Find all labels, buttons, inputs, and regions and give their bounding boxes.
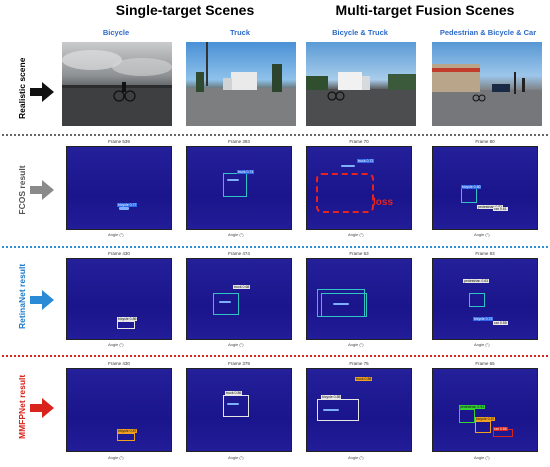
plot-mmfpnet-pedestrian-bicycle-car: Frame 65 pedestrian 0.93 bicycle 0.87 ca…: [432, 361, 538, 452]
detection-tag: truck 0.68: [233, 285, 251, 289]
radar-blip: [333, 303, 349, 305]
plot-retinanet-bicycle-truck: Frame 63: [306, 251, 412, 340]
detection-tag: bicycle 0.72: [473, 317, 494, 321]
x-axis-label-fcos-1: Angle (°): [108, 232, 124, 237]
x-axis-label-retinanet-3: Angle (°): [348, 342, 364, 347]
plot-mmfpnet-bicycle-truck: Frame 75 bicycle 0.85 truck 0.88: [306, 361, 412, 452]
row-label-retinanet: RetinaNet result: [17, 263, 27, 329]
plot-retinanet-truck: Frame 474 truck 0.68: [186, 251, 292, 340]
frame-title: Frame 80: [475, 139, 495, 144]
plot-retinanet-pedestrian-bicycle-car: Frame 83 bicycle 0.72 pedestrian 0.63 ca…: [432, 251, 538, 340]
detection-box: [117, 321, 135, 329]
radar-blip: [119, 207, 129, 210]
column-label-bicycle-truck: Bicycle & Truck: [332, 28, 388, 37]
row-label-fcos: FCOS result: [17, 165, 27, 215]
loss-region: [316, 173, 374, 213]
detection-box: [459, 409, 475, 423]
detection-box: [317, 399, 359, 421]
separator-retinanet: [2, 246, 548, 248]
frame-title: Frame 430: [108, 251, 130, 256]
detection-box: [117, 433, 135, 441]
x-axis-label-retinanet-4: Angle (°): [474, 342, 490, 347]
frame-title: Frame 70: [349, 139, 369, 144]
plot-retinanet-bicycle: Frame 430 bicycle 0.86: [66, 251, 172, 340]
detection-tag: bicycle 0.85: [321, 395, 342, 399]
plot-fcos-bicycle-truck: Frame 70 truck 0.72 loss: [306, 139, 412, 230]
separator-mmfpnet: [2, 355, 548, 357]
frame-title: Frame 379: [228, 361, 250, 366]
photo-bicycle-truck-scene: [306, 42, 416, 126]
x-axis-label-fcos-3: Angle (°): [348, 232, 364, 237]
column-label-bicycle: Bicycle: [102, 28, 130, 37]
photo-bicycle-scene: [62, 42, 172, 126]
radar-blip: [219, 301, 231, 303]
detection-tag: car 0.55: [493, 321, 508, 325]
x-axis-label-fcos-4: Angle (°): [474, 232, 490, 237]
detection-box: [213, 293, 239, 315]
row-label-realistic: Realistic scene: [17, 57, 27, 119]
detection-tag: truck 0.86: [225, 391, 243, 395]
arrow-fcos: [30, 180, 56, 205]
detection-tag: truck 0.72: [357, 159, 375, 163]
detection-box: [475, 421, 491, 433]
detection-tag: bicycle 0.87: [475, 417, 496, 421]
detection-tag: bicycle 0.60: [461, 185, 482, 189]
detection-tag: bicycle 0.87: [117, 429, 138, 433]
frame-title: Frame 474: [228, 251, 250, 256]
row-label-mmfpnet: MMFPNet result: [17, 374, 27, 439]
frame-title: Frame 430: [108, 361, 130, 366]
arrow-mmfpnet: [30, 398, 56, 423]
frame-title: Frame 393: [228, 139, 250, 144]
x-axis-label-fcos-2: Angle (°): [228, 232, 244, 237]
x-axis-label-mmfpnet-1: Angle (°): [108, 455, 124, 460]
detection-tag: bicycle 0.86: [117, 317, 138, 321]
frame-title: Frame 75: [349, 361, 369, 366]
loss-label: loss: [373, 197, 394, 208]
x-axis-label-mmfpnet-2: Angle (°): [228, 455, 244, 460]
plot-mmfpnet-truck: Frame 379 truck 0.86: [186, 361, 292, 452]
column-label-truck: Truck: [229, 28, 250, 37]
photo-pedestrian-bicycle-car-scene: [432, 42, 542, 126]
header-single-target: Single-target Scenes: [115, 2, 255, 18]
detection-box: [223, 395, 249, 417]
x-axis-label-retinanet-1: Angle (°): [108, 342, 124, 347]
x-axis-label-mmfpnet-3: Angle (°): [348, 455, 364, 460]
detection-tag: car 0.86: [493, 427, 508, 431]
plot-fcos-bicycle: Frame 539 bicycle 0.77: [66, 139, 172, 230]
radar-blip: [323, 409, 339, 411]
frame-title: Frame 65: [475, 361, 495, 366]
radar-blip: [227, 403, 239, 405]
radar-blip: [227, 179, 239, 181]
detection-box: [469, 293, 485, 307]
frame-title: Frame 83: [475, 251, 495, 256]
arrow-realistic: [30, 82, 56, 107]
radar-blip: [341, 165, 355, 167]
plot-fcos-pedestrian-bicycle-car: Frame 80 bicycle 0.60 pedestrian 0.52 ca…: [432, 139, 538, 230]
frame-title: Frame 63: [349, 251, 369, 256]
photo-truck-scene: [186, 42, 296, 126]
detection-box: [321, 293, 367, 317]
x-axis-label-retinanet-2: Angle (°): [228, 342, 244, 347]
x-axis-label-mmfpnet-4: Angle (°): [474, 455, 490, 460]
arrow-retinanet: [30, 290, 56, 315]
detection-tag: pedestrian 0.93: [459, 405, 486, 409]
detection-tag: bicycle 0.77: [117, 203, 138, 207]
detection-tag: truck 0.88: [355, 377, 373, 381]
separator-fcos: [2, 134, 548, 136]
detection-tag: truck 0.74: [237, 170, 255, 174]
plot-mmfpnet-bicycle: Frame 430 bicycle 0.87: [66, 361, 172, 452]
detection-tag: car 0.61: [493, 207, 508, 211]
detection-tag: pedestrian 0.52: [477, 205, 504, 209]
detection-box: [461, 187, 477, 203]
column-label-pedestrian-bicycle-car: Pedestrian & Bicycle & Car: [439, 28, 537, 37]
header-multi-target: Multi-target Fusion Scenes: [335, 2, 515, 18]
detection-tag: pedestrian 0.63: [463, 279, 490, 283]
detection-box: [223, 173, 247, 197]
plot-fcos-truck: Frame 393 truck 0.74: [186, 139, 292, 230]
frame-title: Frame 539: [108, 139, 130, 144]
